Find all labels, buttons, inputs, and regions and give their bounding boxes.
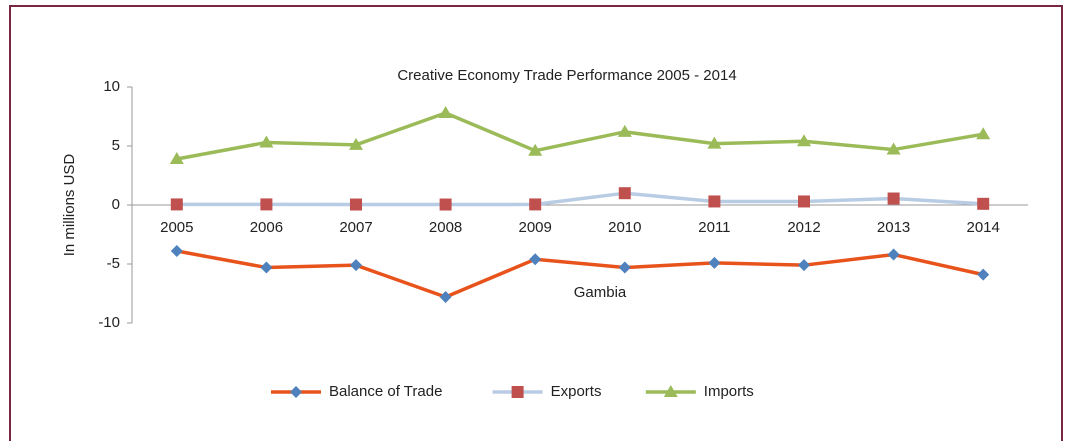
x-tick-label: 2008 xyxy=(429,219,462,236)
data-point xyxy=(529,253,542,266)
data-point xyxy=(617,124,632,137)
data-point xyxy=(349,137,363,150)
data-point xyxy=(618,261,631,274)
data-point xyxy=(887,192,900,205)
series-line xyxy=(176,249,984,299)
x-tick-label: 2009 xyxy=(519,219,552,236)
legend-label: Exports xyxy=(551,383,602,400)
data-point xyxy=(977,268,990,281)
y-axis-label: In millions USD xyxy=(61,154,78,257)
y-tick-label: 0 xyxy=(112,196,120,213)
series-line xyxy=(176,191,984,207)
data-point xyxy=(797,134,811,147)
x-axis-label: Gambia xyxy=(574,284,627,301)
legend-label: Balance of Trade xyxy=(329,383,442,400)
y-tick-label: -10 xyxy=(98,314,120,331)
data-point xyxy=(529,198,542,211)
data-point xyxy=(170,245,183,258)
series-line xyxy=(176,111,984,161)
data-point xyxy=(260,198,273,211)
data-point xyxy=(439,198,452,211)
legend-marker xyxy=(511,386,524,398)
data-point xyxy=(259,135,274,148)
legend-marker xyxy=(290,386,302,398)
legend-marker xyxy=(663,385,678,397)
x-tick-label: 2012 xyxy=(787,219,820,236)
y-tick-label: 10 xyxy=(103,78,120,95)
x-tick-label: 2011 xyxy=(698,219,730,236)
data-point xyxy=(798,259,810,272)
chart-title: Creative Economy Trade Performance 2005 … xyxy=(397,67,736,84)
x-tick-label: 2007 xyxy=(339,219,372,236)
legend-label: Imports xyxy=(704,383,754,400)
x-tick-label: 2006 xyxy=(250,219,283,236)
data-point xyxy=(169,151,184,164)
data-point xyxy=(170,198,183,211)
data-point xyxy=(708,195,721,208)
y-tick-label: -5 xyxy=(107,255,120,272)
x-tick-label: 2005 xyxy=(160,219,193,236)
x-tick-label: 2013 xyxy=(877,219,910,236)
data-point xyxy=(707,136,722,149)
data-point xyxy=(350,259,362,272)
y-tick-label: 5 xyxy=(112,137,120,154)
x-tick-label: 2014 xyxy=(967,219,1000,236)
data-point xyxy=(260,261,273,274)
frame xyxy=(9,5,1063,441)
data-point xyxy=(438,105,453,118)
data-point xyxy=(976,127,991,140)
data-point xyxy=(977,197,990,210)
data-point xyxy=(528,143,543,156)
data-point xyxy=(350,198,362,211)
data-point xyxy=(618,187,631,200)
data-point xyxy=(708,256,721,269)
data-point xyxy=(439,291,452,304)
x-tick-label: 2010 xyxy=(608,219,641,236)
data-point xyxy=(887,248,900,261)
data-point xyxy=(886,142,901,155)
data-point xyxy=(798,195,810,208)
